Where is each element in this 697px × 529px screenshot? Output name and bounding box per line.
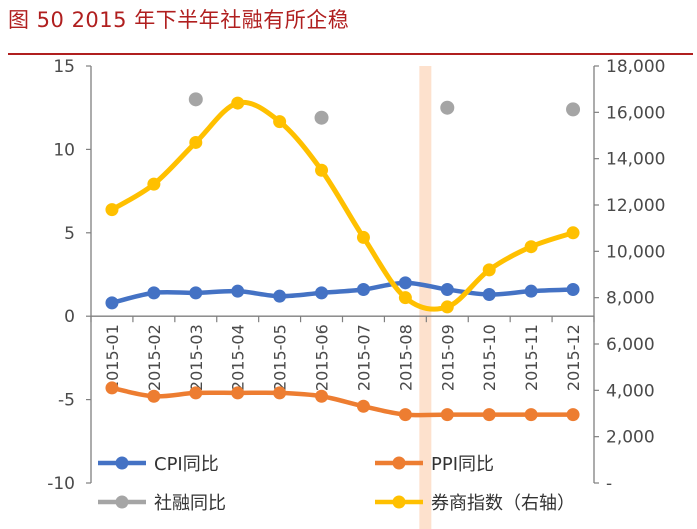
series-4-marker bbox=[398, 291, 412, 305]
series-1-marker bbox=[273, 289, 287, 303]
legend-swatch-marker bbox=[392, 495, 406, 509]
chart-title: 图 50 2015 年下半年社融有所企稳 bbox=[8, 8, 350, 32]
series-4-marker bbox=[482, 263, 496, 277]
right-tick-label: 16,000 bbox=[606, 103, 665, 123]
right-tick-label: 10,000 bbox=[606, 242, 665, 262]
legend-swatch-marker bbox=[392, 456, 406, 470]
series-1-marker bbox=[398, 276, 412, 290]
right-tick-label: 8,000 bbox=[606, 289, 655, 309]
series-4-marker bbox=[189, 135, 203, 149]
series-2-marker bbox=[105, 381, 119, 395]
series-1-line bbox=[109, 280, 576, 306]
legend-label: 券商指数（右轴） bbox=[431, 493, 575, 514]
series-2-marker bbox=[524, 408, 538, 422]
series-2-marker bbox=[482, 408, 496, 422]
left-tick-label: -5 bbox=[58, 391, 75, 411]
series-3-point bbox=[314, 110, 329, 125]
series-2-marker bbox=[273, 386, 287, 400]
series-3-point bbox=[188, 92, 203, 107]
x-tick-label: 2015-11 bbox=[522, 324, 541, 391]
series-2-marker bbox=[231, 386, 245, 400]
legend-label: 社融同比 bbox=[154, 493, 226, 514]
right-tick-label: 2,000 bbox=[606, 428, 655, 448]
series-3-point bbox=[440, 100, 455, 115]
series-4-marker bbox=[315, 163, 329, 177]
series-2-marker bbox=[356, 399, 370, 413]
series-4-marker bbox=[231, 96, 245, 110]
series-4-marker bbox=[440, 300, 454, 314]
series-2-marker bbox=[147, 389, 161, 403]
series-4-marker bbox=[356, 230, 370, 244]
x-tick-label: 2015-09 bbox=[438, 324, 457, 391]
series-2-marker bbox=[440, 408, 454, 422]
series-1-marker bbox=[356, 283, 370, 297]
x-tick-label: 2015-08 bbox=[396, 324, 415, 391]
left-tick-label: 15 bbox=[53, 57, 75, 77]
x-tick-label: 2015-06 bbox=[313, 324, 332, 391]
x-tick-label: 2015-04 bbox=[229, 324, 248, 391]
series-4-marker bbox=[566, 226, 580, 240]
series-1-marker bbox=[147, 286, 161, 300]
series-2-marker bbox=[398, 408, 412, 422]
series-3-point bbox=[566, 102, 581, 117]
series-1-marker bbox=[315, 286, 329, 300]
x-tick-label: 2015-05 bbox=[271, 324, 290, 391]
legend-swatch-marker bbox=[115, 495, 129, 509]
left-tick-label: 0 bbox=[64, 307, 75, 327]
series-4-marker bbox=[273, 115, 287, 129]
right-tick-label: 6,000 bbox=[606, 335, 655, 355]
series-4-line bbox=[109, 99, 576, 312]
legend-swatch-marker bbox=[115, 456, 129, 470]
series-4-marker bbox=[105, 203, 119, 217]
x-tick-label: 2015-03 bbox=[187, 324, 206, 391]
x-tick-label: 2015-10 bbox=[480, 324, 499, 391]
right-tick-label: 12,000 bbox=[606, 196, 665, 216]
series-1-marker bbox=[482, 288, 496, 302]
left-tick-label: 5 bbox=[64, 224, 75, 244]
x-tick-label: 2015-02 bbox=[145, 324, 164, 391]
left-tick-label: -10 bbox=[47, 474, 75, 494]
x-tick-label: 2015-07 bbox=[354, 324, 373, 391]
series-1-marker bbox=[189, 286, 203, 300]
legend-label: CPI同比 bbox=[154, 454, 219, 475]
series-1-marker bbox=[440, 283, 454, 297]
right-tick-label: 4,000 bbox=[606, 381, 655, 401]
right-tick-label: 14,000 bbox=[606, 150, 665, 170]
series-2-line bbox=[109, 385, 576, 418]
series-2-marker bbox=[315, 389, 329, 403]
series-4-marker bbox=[524, 240, 538, 254]
title-rule bbox=[8, 53, 693, 55]
series-1-marker bbox=[231, 284, 245, 298]
series-2-marker bbox=[189, 386, 203, 400]
series-2-marker bbox=[566, 408, 580, 422]
highlight-band bbox=[419, 66, 432, 529]
series-1-marker bbox=[105, 296, 119, 310]
x-tick-label: 2015-01 bbox=[103, 324, 122, 391]
right-tick-label: 18,000 bbox=[606, 57, 665, 77]
series-4-marker bbox=[147, 177, 161, 191]
legend-label: PPI同比 bbox=[431, 454, 494, 475]
series-1-marker bbox=[524, 284, 538, 298]
series-1-marker bbox=[566, 283, 580, 297]
left-tick-label: 10 bbox=[53, 140, 75, 160]
x-tick-label: 2015-12 bbox=[564, 324, 583, 391]
right-tick-label: - bbox=[606, 474, 612, 494]
